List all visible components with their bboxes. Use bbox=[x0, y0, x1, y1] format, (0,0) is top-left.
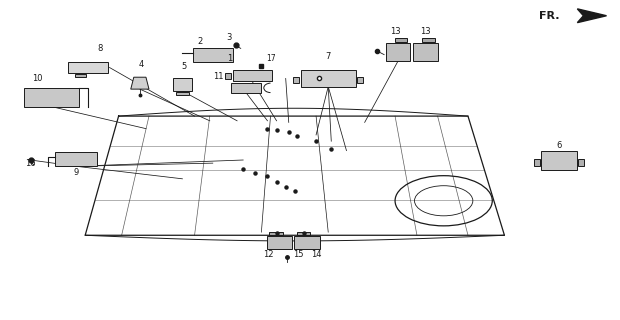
Text: 10: 10 bbox=[32, 74, 43, 83]
Polygon shape bbox=[131, 77, 149, 89]
Text: 14: 14 bbox=[311, 250, 321, 259]
Text: 1: 1 bbox=[228, 54, 233, 63]
Text: 15: 15 bbox=[293, 250, 303, 259]
Bar bbox=[357, 77, 363, 83]
Bar bbox=[224, 73, 231, 79]
Text: FR.: FR. bbox=[539, 11, 559, 21]
Text: 11: 11 bbox=[213, 72, 224, 81]
Bar bbox=[55, 152, 97, 166]
Text: 16: 16 bbox=[25, 159, 36, 168]
Text: 13: 13 bbox=[390, 27, 401, 36]
Text: 6: 6 bbox=[556, 141, 562, 150]
Bar bbox=[267, 236, 293, 249]
Bar bbox=[395, 38, 407, 42]
Bar bbox=[414, 43, 438, 61]
Bar bbox=[68, 61, 108, 74]
Text: 5: 5 bbox=[181, 62, 186, 71]
Bar bbox=[269, 232, 283, 235]
Bar bbox=[175, 92, 189, 95]
Bar bbox=[578, 159, 584, 166]
Text: 7: 7 bbox=[326, 52, 331, 61]
Text: 2: 2 bbox=[198, 37, 203, 46]
Bar bbox=[232, 70, 272, 82]
Bar bbox=[301, 70, 356, 87]
Bar bbox=[541, 151, 577, 170]
Bar bbox=[173, 78, 192, 91]
Bar bbox=[193, 48, 232, 62]
Text: 13: 13 bbox=[420, 27, 431, 36]
Bar bbox=[534, 159, 540, 166]
Text: 17: 17 bbox=[266, 54, 276, 63]
Bar bbox=[386, 43, 410, 61]
Bar bbox=[24, 88, 79, 107]
Bar bbox=[422, 38, 435, 42]
Bar bbox=[294, 236, 320, 249]
Text: 8: 8 bbox=[98, 44, 103, 53]
Text: 9: 9 bbox=[73, 168, 79, 177]
Bar bbox=[296, 232, 310, 235]
Text: 12: 12 bbox=[264, 250, 274, 259]
Text: 3: 3 bbox=[226, 33, 231, 42]
Text: 4: 4 bbox=[138, 60, 144, 69]
Bar bbox=[231, 83, 262, 93]
Bar bbox=[293, 77, 299, 83]
Bar bbox=[76, 74, 86, 77]
Polygon shape bbox=[577, 9, 606, 23]
